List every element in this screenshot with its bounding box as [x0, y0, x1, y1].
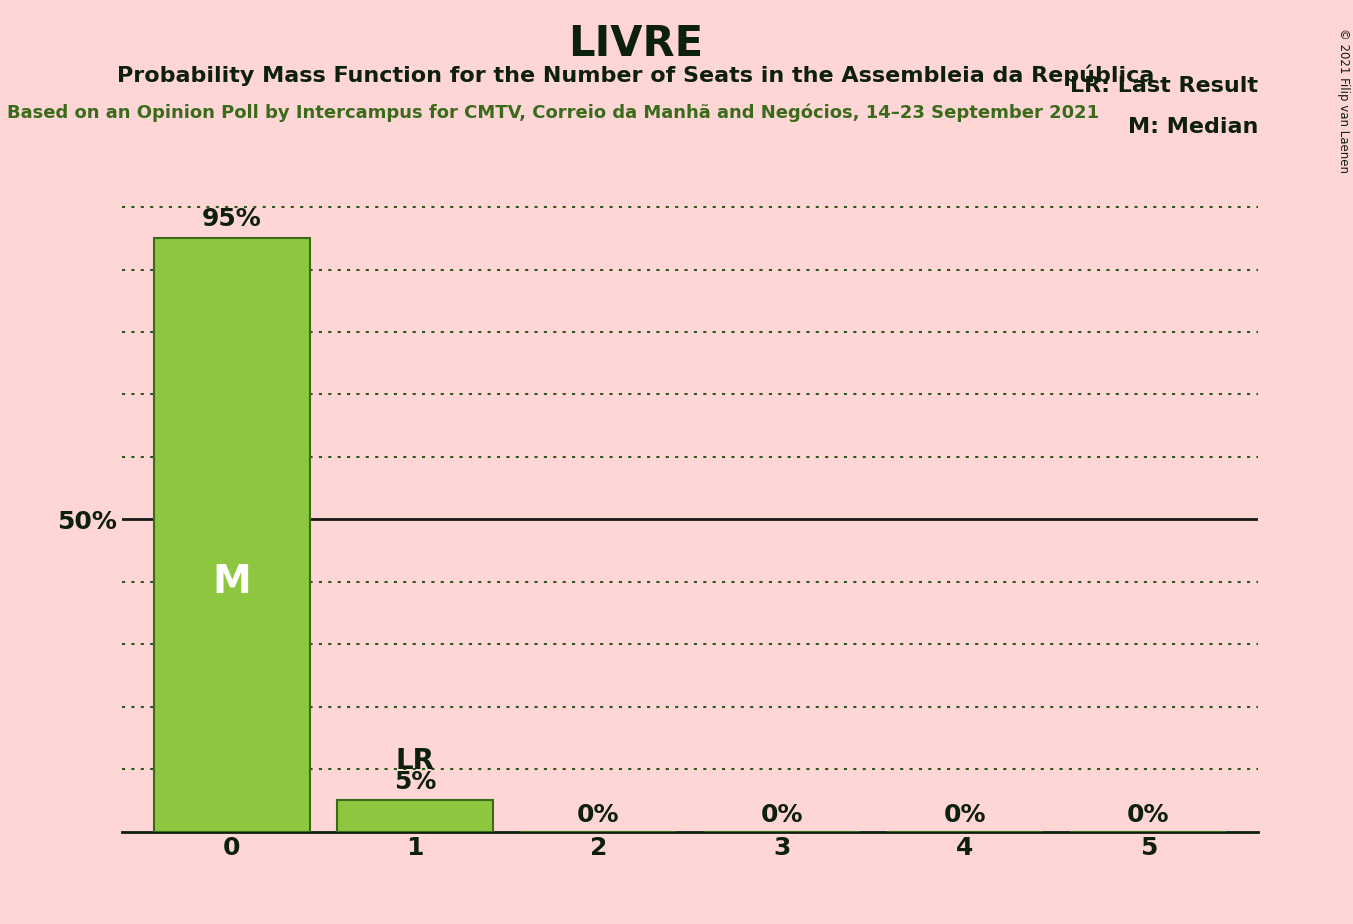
Text: LIVRE: LIVRE [568, 23, 704, 65]
Text: Probability Mass Function for the Number of Seats in the Assembleia da República: Probability Mass Function for the Number… [118, 65, 1154, 86]
Text: LR: LR [395, 748, 434, 775]
Text: 5%: 5% [394, 770, 436, 794]
Text: M: Median: M: Median [1128, 116, 1258, 137]
Text: 0%: 0% [944, 803, 986, 827]
Text: Based on an Opinion Poll by Intercampus for CMTV, Correio da Manhã and Negócios,: Based on an Opinion Poll by Intercampus … [7, 103, 1099, 122]
Bar [154, 238, 310, 832]
Text: © 2021 Filip van Laenen: © 2021 Filip van Laenen [1337, 28, 1350, 173]
Text: LR: Last Result: LR: Last Result [1070, 76, 1258, 96]
Text: 0%: 0% [578, 803, 620, 827]
Bar [337, 800, 492, 832]
Text: 0%: 0% [1127, 803, 1169, 827]
Text: 0%: 0% [760, 803, 802, 827]
Text: M: M [212, 563, 252, 601]
Text: 95%: 95% [202, 207, 261, 231]
